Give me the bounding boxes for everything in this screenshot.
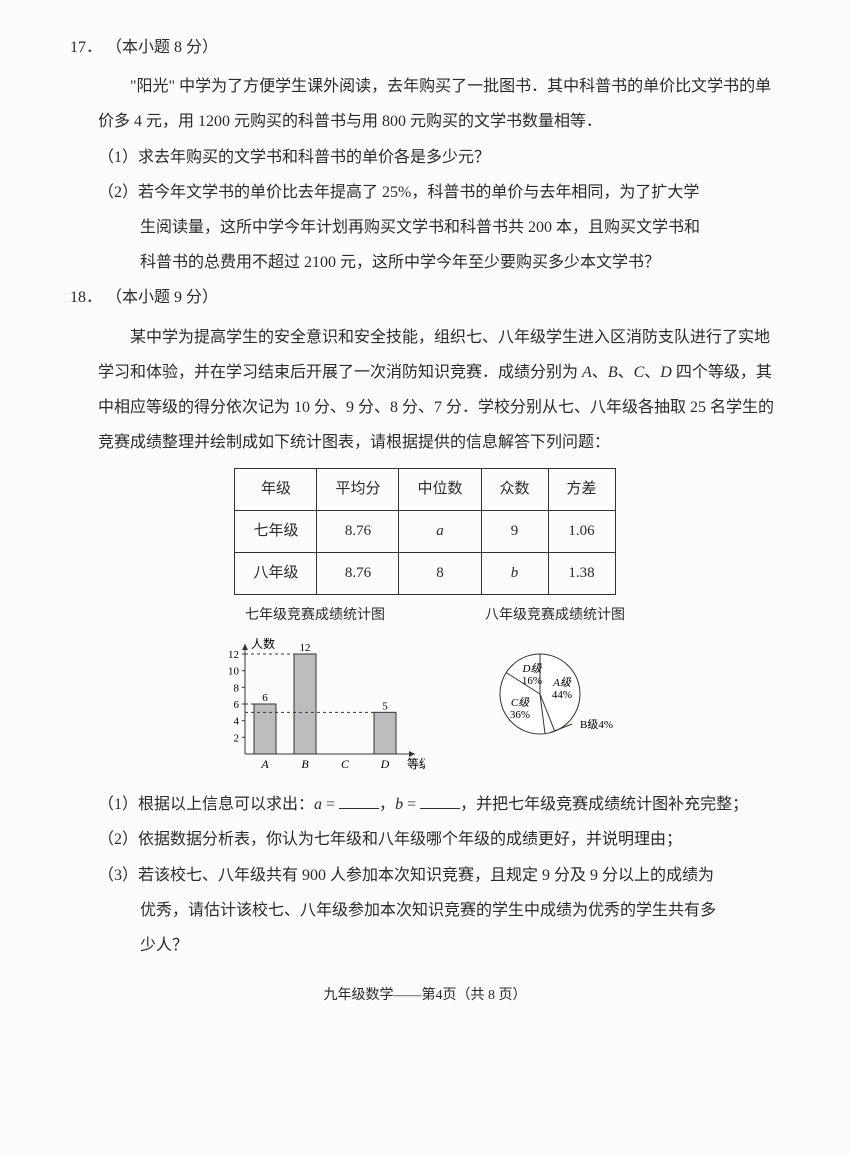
svg-text:12: 12 <box>300 642 311 654</box>
q18-s3c: 少人？ <box>70 928 780 963</box>
bar-chart-title: 七年级竞赛成绩统计图 <box>205 601 425 632</box>
q17-num: 17． <box>70 39 102 56</box>
charts-row: 七年级竞赛成绩统计图 2 4 6 8 10 12 6 A 12 B C 5 D 人数等级 八年级竞赛成绩统… <box>70 601 780 787</box>
q17-points: （本小题 8 分） <box>106 39 218 56</box>
svg-text:B: B <box>301 757 309 771</box>
pie-chart-title: 八年级竞赛成绩统计图 <box>465 601 645 632</box>
svg-text:C: C <box>341 757 350 771</box>
q18-title: 18． （本小题 9 分） <box>70 280 780 315</box>
bar-chart-block: 七年级竞赛成绩统计图 2 4 6 8 10 12 6 A 12 B C 5 D 人数等级 <box>205 601 425 787</box>
q18-s3b: 优秀，请估计该校七、八年级参加本次知识竞赛的学生中成绩为优秀的学生共有多 <box>70 893 780 928</box>
blank-a <box>339 795 379 809</box>
svg-text:6: 6 <box>234 699 240 711</box>
q18-s2: （2）依据数据分析表，你认为七年级和八年级哪个年级的成绩更好，并说明理由； <box>70 822 780 857</box>
svg-text:B级4%: B级4% <box>580 718 613 731</box>
table-row: 八年级 8.76 8 b 1.38 <box>235 553 615 595</box>
svg-text:6: 6 <box>262 692 268 704</box>
svg-text:A级: A级 <box>552 676 572 689</box>
svg-text:5: 5 <box>382 700 388 712</box>
q18-s3a: （3）若该校七、八年级共有 900 人参加本次知识竞赛，且规定 9 分及 9 分… <box>70 858 780 893</box>
svg-text:C级: C级 <box>511 696 530 709</box>
q18-num: 18． <box>70 289 102 306</box>
svg-text:A: A <box>260 757 269 771</box>
svg-text:16%: 16% <box>522 675 542 687</box>
q17-s2c: 科普书的总费用不超过 2100 元，这所中学今年至少要购买多少本文学书？ <box>70 245 780 280</box>
stats-table: 年级 平均分 中位数 众数 方差 七年级 8.76 a 9 1.06 八年级 8… <box>234 468 615 595</box>
svg-text:36%: 36% <box>510 709 530 721</box>
svg-text:44%: 44% <box>552 689 572 701</box>
q17-s2b: 生阅读量，这所中学今年计划再购买文学书和科普书共 200 本，且购买文学书和 <box>70 210 780 245</box>
q17-title: 17． （本小题 8 分） <box>70 30 780 65</box>
svg-text:12: 12 <box>228 649 239 661</box>
svg-text:10: 10 <box>228 666 240 678</box>
svg-text:2: 2 <box>234 732 240 744</box>
svg-text:4: 4 <box>234 716 240 728</box>
pie-chart-block: 八年级竞赛成绩统计图 A级44% B级4% C级36% D级16% <box>465 601 645 787</box>
table-row: 七年级 8.76 a 9 1.06 <box>235 511 615 553</box>
q18-points: （本小题 9 分） <box>106 289 218 306</box>
svg-text:8: 8 <box>234 682 240 694</box>
blank-b <box>420 795 460 809</box>
q17-s1: （1）求去年购买的文学书和科普书的单价各是多少元？ <box>70 140 780 175</box>
svg-text:D级: D级 <box>522 662 543 675</box>
q17-body: "阳光" 中学为了方便学生课外阅读，去年购买了一批图书．其中科普书的单价比文学书… <box>70 69 780 139</box>
bar-chart: 2 4 6 8 10 12 6 A 12 B C 5 D 人数等级 <box>205 634 425 774</box>
svg-text:人数: 人数 <box>251 636 275 651</box>
svg-text:D: D <box>380 757 390 771</box>
svg-text:等级: 等级 <box>407 757 425 771</box>
table-row: 年级 平均分 中位数 众数 方差 <box>235 469 615 511</box>
page-footer: 九年级数学——第4页（共 8 页） <box>70 981 780 1012</box>
q17-s2a: （2）若今年文学书的单价比去年提高了 25%，科普书的单价与去年相同，为了扩大学 <box>70 175 780 210</box>
pie-chart: A级44% B级4% C级36% D级16% <box>465 634 645 754</box>
q18-body: 某中学为提高学生的安全意识和安全技能，组织七、八年级学生进入区消防支队进行了实地… <box>70 320 780 461</box>
q18-s1: （1）根据以上信息可以求出：a = ，b = ，并把七年级竞赛成绩统计图补充完整… <box>70 787 780 822</box>
